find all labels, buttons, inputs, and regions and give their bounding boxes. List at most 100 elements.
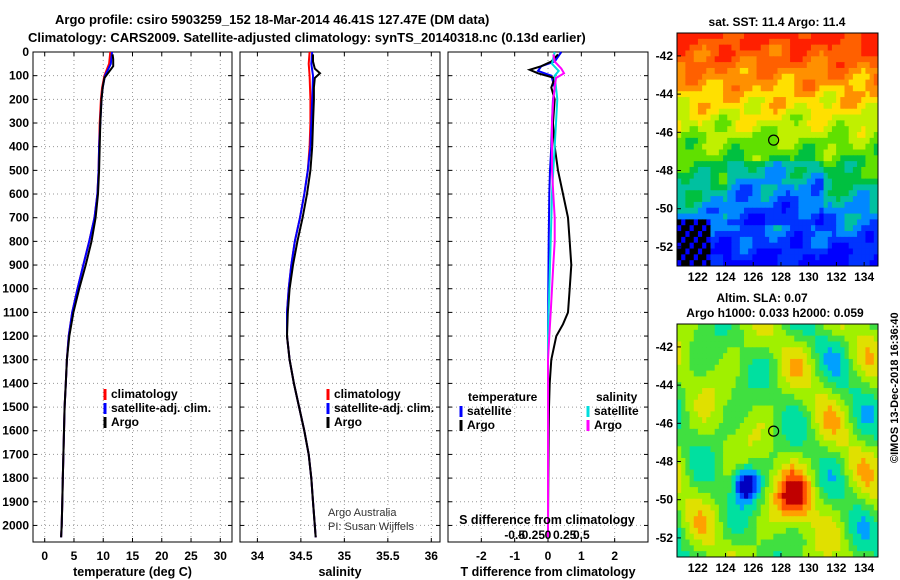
map-cell (677, 417, 682, 424)
map-cell (773, 67, 779, 75)
map-cell (840, 190, 846, 197)
map-cell (718, 114, 724, 121)
map-cell (857, 143, 862, 151)
map-cell (764, 347, 770, 354)
map-cell (869, 248, 875, 255)
map-cell (710, 405, 716, 412)
map-cell (677, 487, 682, 494)
map-cell (815, 504, 820, 511)
map-cell (794, 393, 800, 401)
map-cell (781, 457, 787, 465)
map-cell (697, 440, 703, 447)
map-cell (815, 102, 820, 110)
map-cell (848, 364, 854, 372)
map-cell (735, 417, 741, 424)
map-cell (735, 533, 741, 541)
map-cell (861, 417, 867, 424)
map-cell (831, 347, 837, 354)
map-cell (752, 260, 758, 266)
map-cell (802, 364, 808, 372)
map-cell (693, 62, 699, 69)
map-cell (681, 213, 686, 220)
map-cell (848, 97, 854, 104)
map-cell (869, 527, 875, 535)
map-cell (748, 91, 753, 98)
map-cell (727, 161, 733, 168)
map-cell (831, 481, 837, 488)
map-cell (777, 213, 783, 220)
map-cell (710, 149, 716, 156)
map-cell (744, 260, 749, 266)
map-cell (718, 335, 724, 343)
map-cell (861, 166, 867, 174)
map-cell (819, 44, 825, 52)
map-cell (840, 219, 846, 226)
map-cell (723, 79, 728, 87)
map-cell (865, 184, 871, 191)
map-cell (735, 324, 741, 331)
map-cell (827, 376, 833, 383)
map-cell (873, 452, 878, 459)
map-cell (861, 85, 867, 92)
map-cell (710, 219, 716, 226)
map-cell (752, 56, 758, 63)
map-cell (710, 353, 716, 360)
map-cell (798, 522, 804, 529)
map-cell (781, 213, 787, 220)
map-cell (794, 137, 800, 145)
map-cell (794, 166, 800, 174)
map-cell (697, 196, 703, 203)
map-cell (723, 190, 728, 197)
map-cell (865, 353, 871, 360)
map-cell (744, 475, 749, 482)
map-cell (865, 417, 871, 424)
map-cell (773, 79, 779, 87)
map-cell (702, 545, 707, 552)
map-cell (769, 475, 774, 482)
map-cell (718, 207, 724, 215)
map-cell (848, 522, 854, 529)
map-cell (748, 254, 753, 261)
map-cell (815, 62, 820, 69)
map-cell (752, 91, 758, 98)
map-cell (689, 254, 695, 261)
map-cell (852, 522, 858, 529)
map-cell (718, 143, 724, 151)
map-cell (857, 56, 862, 63)
map-cell (760, 137, 766, 145)
map-cell (764, 417, 770, 424)
map-cell (714, 469, 720, 477)
map-cell (744, 335, 749, 343)
map-cell (861, 50, 867, 57)
map-cell (802, 231, 808, 238)
map-cell (852, 504, 858, 511)
map-cell (764, 143, 770, 151)
map-cell (744, 62, 749, 69)
map-cell (848, 67, 854, 75)
map-cell (815, 33, 820, 40)
map-y-tick-label: -46 (656, 125, 674, 139)
map-cell (819, 85, 825, 92)
map-cell (794, 108, 800, 116)
map-cell (840, 213, 846, 220)
map-cell (756, 225, 762, 232)
map-cell (731, 545, 737, 552)
map-cell (748, 196, 753, 203)
map-cell (811, 370, 816, 378)
map-cell (806, 201, 812, 209)
map-cell (710, 504, 716, 511)
map-cell (739, 67, 745, 75)
map-cell (706, 143, 712, 151)
map-cell (844, 190, 850, 197)
map-cell (865, 504, 871, 511)
map-cell (869, 452, 875, 459)
map-cell (769, 219, 774, 226)
map-cell (706, 242, 712, 250)
map-cell (819, 527, 825, 535)
map-cell (697, 132, 703, 139)
map-cell (811, 516, 816, 523)
map-cell (819, 62, 825, 69)
map-cell (794, 85, 800, 92)
map-cell (764, 132, 770, 139)
map-cell (723, 33, 728, 40)
